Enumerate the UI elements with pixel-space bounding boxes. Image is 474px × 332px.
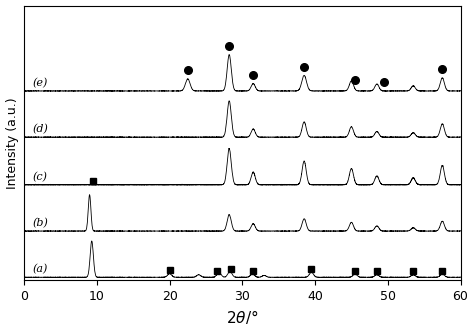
Text: (e): (e)	[33, 78, 48, 88]
Text: (a): (a)	[33, 264, 48, 275]
Text: (d): (d)	[33, 124, 49, 134]
Text: (c): (c)	[33, 172, 48, 182]
Y-axis label: Intensity (a.u.): Intensity (a.u.)	[6, 97, 18, 189]
Text: (b): (b)	[33, 218, 49, 228]
X-axis label: $2\theta$/°: $2\theta$/°	[226, 308, 258, 326]
